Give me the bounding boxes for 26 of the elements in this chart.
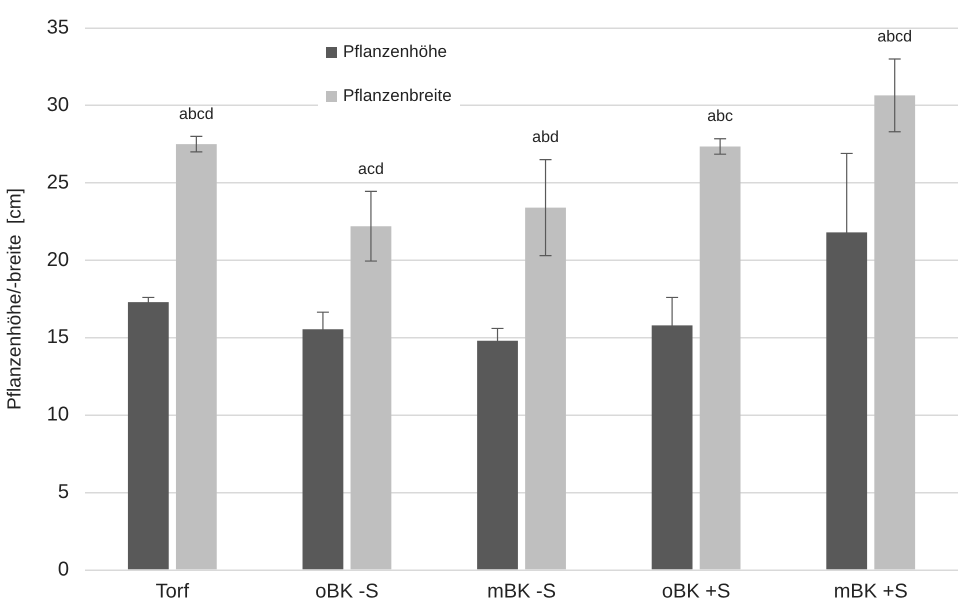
- annotation: acd: [358, 160, 384, 178]
- y-tick-label: 5: [58, 481, 70, 504]
- annotation: abcd: [877, 28, 912, 46]
- bar: [874, 95, 916, 570]
- y-tick-label: 0: [58, 558, 70, 581]
- legend-label: Pflanzenbreite: [343, 86, 452, 106]
- y-tick-label: 20: [46, 248, 70, 271]
- x-tick-label: mBK -S: [487, 580, 556, 603]
- y-axis-title: Pflanzenhöhe/-breite [cm]: [4, 188, 26, 410]
- bar: [176, 144, 217, 570]
- x-tick-label: oBK +S: [662, 580, 730, 603]
- legend-label: Pflanzenhöhe: [343, 42, 447, 62]
- annotation: abc: [707, 108, 734, 126]
- x-tick-label: mBK +S: [834, 580, 908, 603]
- y-tick-label: 30: [46, 94, 70, 116]
- y-tick-label: 15: [46, 326, 70, 348]
- bar: [700, 146, 741, 570]
- bar: [525, 208, 566, 570]
- y-tick-label: 25: [46, 171, 70, 194]
- annotation: abd: [532, 129, 559, 146]
- bar: [350, 226, 392, 570]
- x-tick-label: oBK -S: [315, 580, 379, 603]
- annotation: abcd: [178, 106, 214, 123]
- y-tick-label: 35: [46, 16, 70, 39]
- x-tick-label: Torf: [156, 580, 190, 603]
- y-tick-label: 10: [46, 404, 70, 426]
